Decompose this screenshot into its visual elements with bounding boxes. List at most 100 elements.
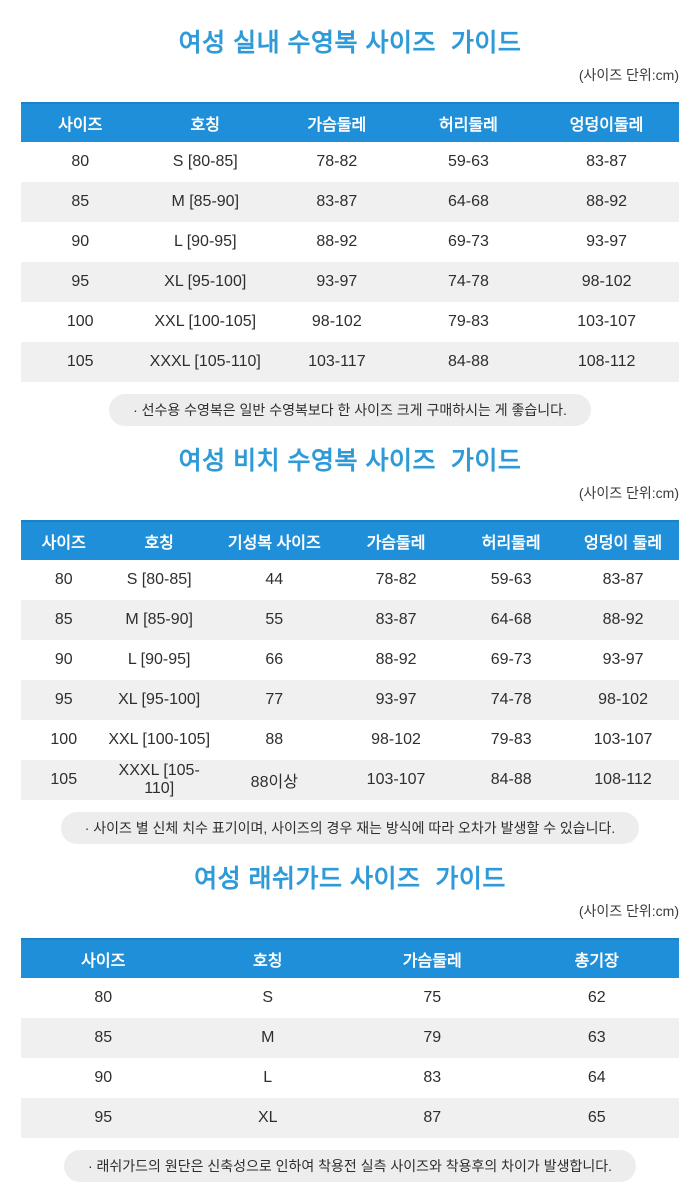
- column-header: 허리둘레: [455, 520, 568, 560]
- section-title: 여성 실내 수영복 사이즈 가이드: [178, 29, 522, 57]
- table-cell: 83-87: [586, 153, 628, 170]
- table-cell: 93-97: [336, 680, 456, 720]
- table-header-row: 사이즈 호칭 가슴둘레 총기장: [21, 938, 679, 978]
- note-pill: · 선수용 수영복은 일반 수영복보다 한 사이즈 크게 구매하시는 게 좋습니…: [109, 394, 591, 426]
- table-cell: 85: [21, 182, 140, 222]
- table-cell: 69-73: [490, 651, 532, 668]
- table-cell: 55: [211, 600, 337, 640]
- section-rashguard: 여성 래쉬가드 사이즈 가이드 (사이즈 단위:cm) 사이즈 호칭 가슴둘레 총기장…: [0, 864, 700, 1182]
- table-cell: S [80-85]: [172, 153, 238, 170]
- table-cell: 95: [21, 1098, 186, 1138]
- column-header: 가슴둘레: [350, 938, 515, 978]
- table-cell: 90: [94, 1069, 113, 1086]
- table-row: 90 L [90-95] 66 88-92 69-73 93-97: [21, 640, 679, 680]
- table-header-row: 사이즈 호칭 기성복 사이즈 가슴둘레 허리둘레 엉덩이 둘레: [21, 520, 679, 560]
- table-cell: XL: [185, 1098, 350, 1138]
- table-cell: XXXL [105-110]: [106, 760, 212, 800]
- table-cell: 105: [21, 342, 140, 382]
- note-pill: · 사이즈 별 신체 치수 표기이며, 사이즈의 경우 재는 방식에 따라 오차…: [60, 812, 640, 844]
- section-beach-swimsuit: 여성 비치 수영복 사이즈 가이드 (사이즈 단위:cm) 사이즈 호칭 기성복 사…: [0, 446, 700, 844]
- table-cell: 64-68: [455, 600, 568, 640]
- table-cell: 83-87: [336, 600, 456, 640]
- table-cell: 78-82: [316, 153, 358, 170]
- table-cell: XL [95-100]: [106, 680, 212, 720]
- table-cell: 79: [350, 1018, 515, 1058]
- table-cell: XXXL [105-110]: [139, 342, 272, 382]
- table-row: 85 M 79 63: [21, 1018, 679, 1058]
- table-cell: S [80-85]: [126, 571, 192, 588]
- table-cell: 88-92: [534, 182, 679, 222]
- table-cell: 90: [71, 233, 90, 250]
- unit-label: (사이즈 단위:cm): [578, 67, 679, 83]
- unit-label: (사이즈 단위:cm): [578, 485, 679, 501]
- table-row: 105 XXXL [105-110] 88이상 103-107 84-88 108-112: [21, 760, 679, 800]
- table-cell: 64-68: [402, 182, 535, 222]
- table-cell: 85: [21, 600, 107, 640]
- table-row: 85 M [85-90] 83-87 64-68 88-92: [21, 182, 679, 222]
- table-cell: 59-63: [490, 571, 532, 588]
- table-cell: 79-83: [447, 313, 489, 330]
- note-row: · 래쉬가드의 원단은 신축성으로 인하여 착용전 실측 사이즈와 착용후의 차…: [21, 1150, 679, 1182]
- table-cell: 83: [423, 1069, 442, 1086]
- table-cell: S: [262, 989, 274, 1006]
- rashguard-size-table: 사이즈 호칭 가슴둘레 총기장 80 S 75 62 85 M 79 63 90 L 83 64 95 XL 87 6…: [21, 938, 679, 1138]
- table-cell: 66: [265, 651, 284, 668]
- table-row: 85 M [85-90] 55 83-87 64-68 88-92: [21, 600, 679, 640]
- table-cell: 84-88: [402, 342, 535, 382]
- table-cell: 80: [71, 153, 90, 170]
- table-row: 95 XL 87 65: [21, 1098, 679, 1138]
- table-cell: 98-102: [534, 262, 679, 302]
- table-row: 90 L 83 64: [21, 1058, 679, 1098]
- table-cell: 98-102: [567, 680, 679, 720]
- table-cell: 64: [587, 1069, 606, 1086]
- table-cell: L [90-95]: [127, 651, 191, 668]
- table-row: 100 XXL [100-105] 98-102 79-83 103-107: [21, 302, 679, 342]
- column-header: 호칭: [185, 938, 350, 978]
- column-header: 사이즈: [21, 520, 107, 560]
- unit-label: (사이즈 단위:cm): [578, 903, 679, 919]
- table-cell: 88-92: [567, 600, 679, 640]
- table-row: 100 XXL [100-105] 88 98-102 79-83 103-107: [21, 720, 679, 760]
- column-header: 사이즈: [21, 938, 186, 978]
- table-cell: 103-107: [336, 760, 456, 800]
- indoor-swimsuit-size-table: 사이즈 호칭 가슴둘레 허리둘레 엉덩이둘레 80 S [80-85] 78-82 59-63 8…: [21, 102, 679, 382]
- table-cell: XL [95-100]: [139, 262, 272, 302]
- table-cell: XXL [100-105]: [108, 731, 211, 748]
- table-cell: 59-63: [447, 153, 489, 170]
- table-cell: 83-87: [602, 571, 644, 588]
- table-cell: L [90-95]: [173, 233, 237, 250]
- note-pill: · 래쉬가드의 원단은 신축성으로 인하여 착용전 실측 사이즈와 착용후의 차…: [63, 1150, 636, 1182]
- column-header: 엉덩이 둘레: [567, 520, 679, 560]
- table-cell: 100: [50, 731, 78, 748]
- table-cell: M: [185, 1018, 350, 1058]
- table-cell: 77: [211, 680, 337, 720]
- table-row: 80 S 75 62: [21, 978, 679, 1018]
- table-cell: 100: [66, 313, 94, 330]
- table-cell: 88이상: [211, 760, 337, 800]
- table-cell: 108-112: [534, 342, 679, 382]
- table-row: 95 XL [95-100] 77 93-97 74-78 98-102: [21, 680, 679, 720]
- table-cell: 98-102: [311, 313, 362, 330]
- table-cell: 93-97: [586, 233, 628, 250]
- table-cell: 93-97: [602, 651, 644, 668]
- column-header: 엉덩이둘레: [534, 102, 679, 142]
- table-cell: 74-78: [402, 262, 535, 302]
- table-cell: 69-73: [447, 233, 489, 250]
- section-title: 여성 비치 수영복 사이즈 가이드: [178, 447, 522, 475]
- table-header-row: 사이즈 호칭 가슴둘레 허리둘레 엉덩이둘레: [21, 102, 679, 142]
- table-cell: 84-88: [455, 760, 568, 800]
- table-cell: 88: [265, 731, 284, 748]
- table-cell: 93-97: [271, 262, 403, 302]
- table-cell: 74-78: [455, 680, 568, 720]
- table-cell: 44: [265, 571, 284, 588]
- section-title: 여성 래쉬가드 사이즈 가이드: [194, 865, 506, 893]
- table-cell: 78-82: [375, 571, 417, 588]
- table-cell: 80: [94, 989, 113, 1006]
- table-cell: 105: [21, 760, 107, 800]
- table-cell: 90: [54, 651, 73, 668]
- table-cell: 79-83: [490, 731, 532, 748]
- table-cell: 75: [423, 989, 442, 1006]
- column-header: 사이즈: [21, 102, 140, 142]
- table-row: 80 S [80-85] 44 78-82 59-63 83-87: [21, 560, 679, 600]
- column-header: 허리둘레: [402, 102, 535, 142]
